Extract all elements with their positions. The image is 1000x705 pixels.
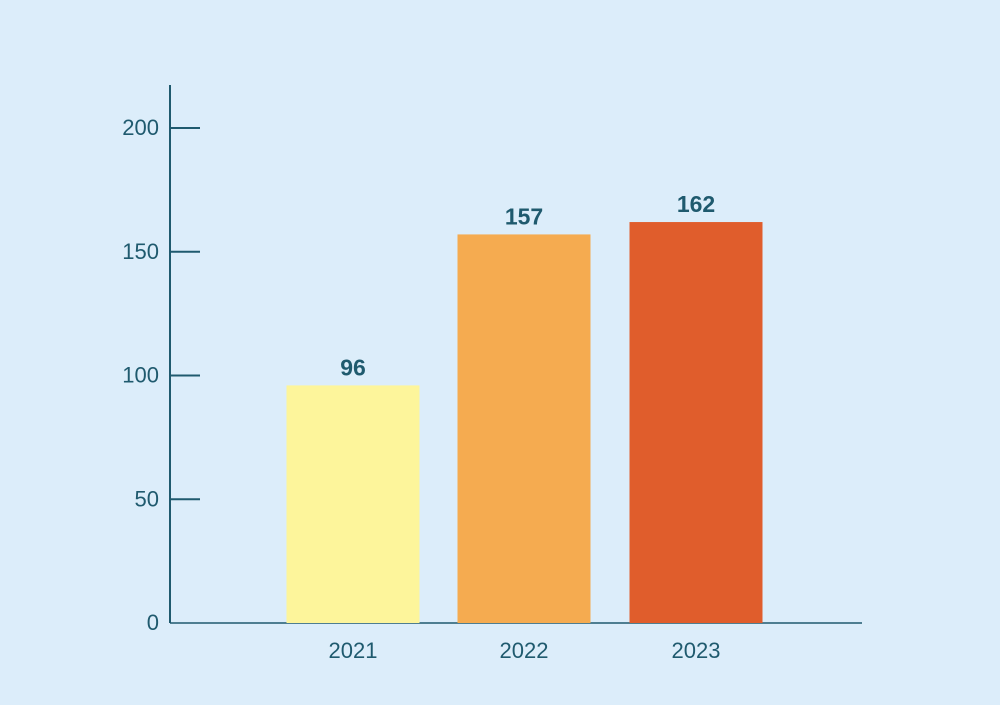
axes: 0 50 100 150 200 <box>122 85 862 635</box>
bar-2021 <box>286 385 420 623</box>
x-tick-label: 2022 <box>500 638 549 663</box>
labels: 96 2021 157 2022 162 2023 <box>329 191 721 663</box>
x-tick-label: 2021 <box>329 638 378 663</box>
y-tick-label: 200 <box>122 115 159 140</box>
bar-value-label: 162 <box>677 191 715 217</box>
y-tick-label: 50 <box>135 486 159 511</box>
y-tick-label: 150 <box>122 239 159 264</box>
y-tick-label: 0 <box>147 610 159 635</box>
bar-value-label: 157 <box>505 203 543 229</box>
bar-value-label: 96 <box>340 354 366 380</box>
x-tick-label: 2023 <box>672 638 721 663</box>
bar-2023 <box>629 222 763 624</box>
y-tick-label: 100 <box>122 363 159 388</box>
bars <box>286 222 763 624</box>
bar-2022 <box>457 234 591 624</box>
